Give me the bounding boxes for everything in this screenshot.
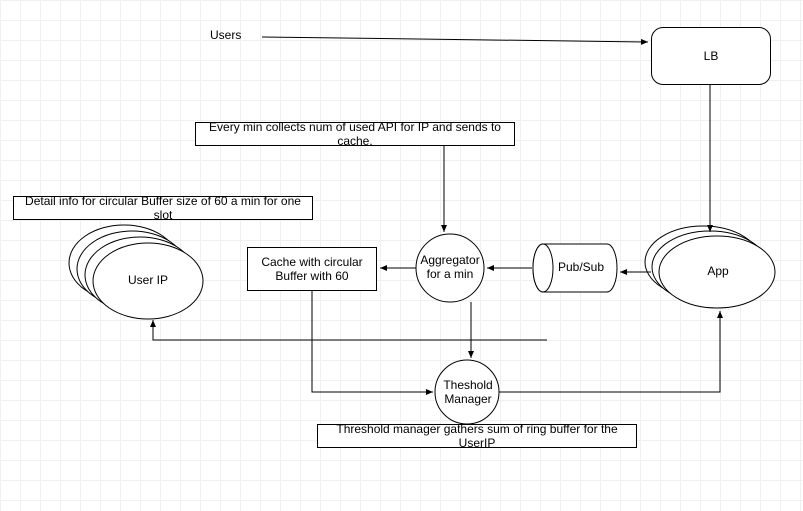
edge-cache-threshold	[312, 291, 433, 392]
cache-node: Cache with circular Buffer with 60	[247, 247, 377, 291]
edge-threshold-userip	[153, 320, 547, 340]
lb-label: LB	[704, 49, 719, 63]
note-threshold: Threshold manager gathers sum of ring bu…	[317, 424, 637, 448]
pubsub-cylinder	[533, 244, 617, 292]
app-stack	[645, 226, 775, 308]
cache-label: Cache with circular Buffer with 60	[252, 255, 372, 283]
lb-node: LB	[651, 27, 771, 85]
user-ip-stack	[69, 225, 203, 319]
note-detail: Detail info for circular Buffer size of …	[13, 196, 313, 220]
edge-users-lb	[262, 37, 648, 42]
threshold-node	[435, 360, 499, 424]
note-collect-text: Every min collects num of used API for I…	[200, 120, 510, 148]
edge-threshold-app	[499, 311, 720, 392]
note-detail-text: Detail info for circular Buffer size of …	[18, 194, 308, 222]
note-collect: Every min collects num of used API for I…	[195, 122, 515, 146]
note-threshold-text: Threshold manager gathers sum of ring bu…	[322, 422, 632, 450]
aggregator-node	[416, 234, 484, 302]
